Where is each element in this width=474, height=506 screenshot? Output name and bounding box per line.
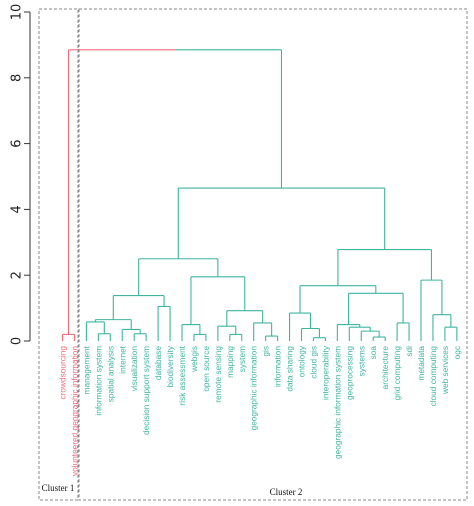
leaf-label: systems <box>356 346 366 376</box>
y-tick-label: 0 <box>10 337 25 345</box>
leaf-label: remote sensing <box>213 346 223 403</box>
leaf-label: biodiversity <box>165 345 175 387</box>
leaf-label: open source <box>201 346 211 392</box>
leaf-label: architecture <box>380 346 390 390</box>
cluster-1-label: Cluster 1 <box>42 483 75 493</box>
y-tick-label: 8 <box>10 74 25 82</box>
leaf-label: data sharing <box>285 346 295 392</box>
leaf-label: database <box>153 346 163 381</box>
leaf-label: sdi <box>404 346 414 357</box>
leaf-label: visualization <box>129 346 139 392</box>
leaf-label: management <box>81 345 91 394</box>
leaf-label: volunteered geographic information <box>69 346 79 476</box>
leaf-label: ogc <box>452 346 462 359</box>
leaf-label: soa <box>368 346 378 360</box>
dendrogram-links <box>61 49 458 341</box>
leaf-label: decision support system <box>141 346 151 435</box>
leaf-label: gis <box>261 346 271 357</box>
leaf-label: metadata <box>416 346 426 381</box>
leaf-label: information <box>273 346 283 387</box>
cluster-2-box <box>78 8 468 501</box>
y-tick-label: 10 <box>10 4 25 21</box>
leaf-label: risk assessment <box>177 345 187 405</box>
leaf-label: geoprocessing <box>344 346 354 400</box>
leaf-label: webgis <box>189 346 199 373</box>
leaf-label: web services <box>440 346 450 395</box>
leaf-label: ontology <box>297 345 307 377</box>
y-axis: 0 2 4 6 8 10 <box>10 4 31 345</box>
cluster-2-label: Cluster 2 <box>270 487 303 497</box>
y-tick-label: 2 <box>10 271 25 279</box>
leaf-label: cloud gis <box>308 346 318 379</box>
leaf-label: geographic information <box>249 346 259 431</box>
leaf-label: grid computing <box>392 346 402 401</box>
y-tick-label: 4 <box>10 205 25 213</box>
leaf-labels: crowdsourcing volunteered geographic info… <box>58 345 462 476</box>
leaf-label: spatial analysis <box>105 346 115 402</box>
leaf-label: cloud computing <box>428 346 438 407</box>
leaf-label: crowdsourcing <box>58 346 68 400</box>
y-tick-label: 6 <box>10 139 25 147</box>
leaf-label: system <box>237 346 247 372</box>
leaf-label: internet <box>117 345 127 373</box>
leaf-label: geographic information system <box>332 346 342 459</box>
leaf-label: interoperability <box>320 345 330 400</box>
leaf-label: information system <box>93 346 103 416</box>
leaf-label: mapping <box>225 346 235 378</box>
